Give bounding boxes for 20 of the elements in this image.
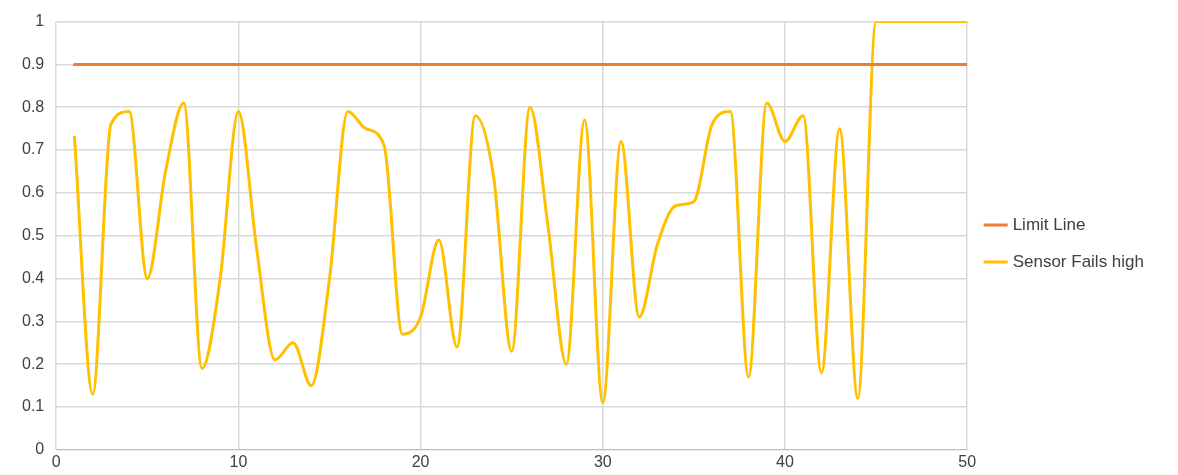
y-tick-label: 0.6 [21, 183, 45, 201]
x-tick-label: 0 [51, 452, 61, 470]
y-tick-label: 0.2 [21, 354, 45, 372]
x-tick-label: 30 [593, 452, 612, 470]
y-tick-label: 0.9 [21, 54, 45, 72]
y-tick-label: 0.7 [21, 140, 45, 158]
y-tick-label: 0.8 [21, 97, 45, 115]
legend-label: Limit Line [1012, 214, 1086, 234]
x-tick-label: 50 [958, 452, 977, 470]
line-series [72, 21, 968, 405]
y-tick-label: 0.1 [21, 397, 45, 415]
x-tick-label: 10 [229, 452, 248, 470]
x-tick-label: 40 [776, 452, 794, 470]
y-tick-label: 0.4 [21, 268, 45, 286]
y-tick-label: 0.3 [21, 311, 45, 329]
legend-label: Sensor Fails high [1012, 251, 1144, 271]
x-tick-label: 20 [411, 452, 430, 470]
y-tick-label: 0 [35, 440, 45, 458]
y-tick-label: 1 [35, 12, 45, 30]
y-tick-label: 0.5 [21, 226, 45, 244]
